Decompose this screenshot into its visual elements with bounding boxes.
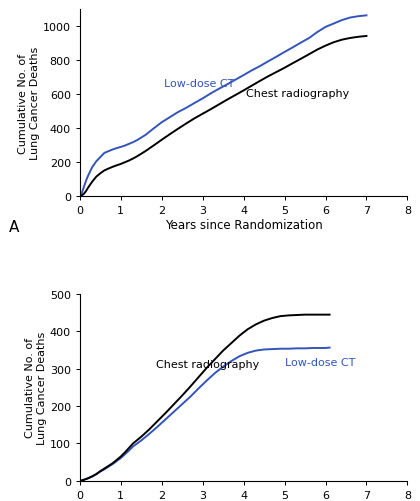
Y-axis label: Cumulative No. of
Lung Cancer Deaths: Cumulative No. of Lung Cancer Deaths <box>25 331 47 444</box>
Text: Low-dose CT: Low-dose CT <box>164 79 234 89</box>
X-axis label: Years since Randomization: Years since Randomization <box>165 218 323 231</box>
Text: Low-dose CT: Low-dose CT <box>285 358 355 368</box>
Text: Chest radiography: Chest radiography <box>155 360 259 370</box>
Text: Chest radiography: Chest radiography <box>246 89 349 99</box>
Text: A: A <box>8 219 19 234</box>
Y-axis label: Cumulative No. of
Lung Cancer Deaths: Cumulative No. of Lung Cancer Deaths <box>18 47 40 160</box>
